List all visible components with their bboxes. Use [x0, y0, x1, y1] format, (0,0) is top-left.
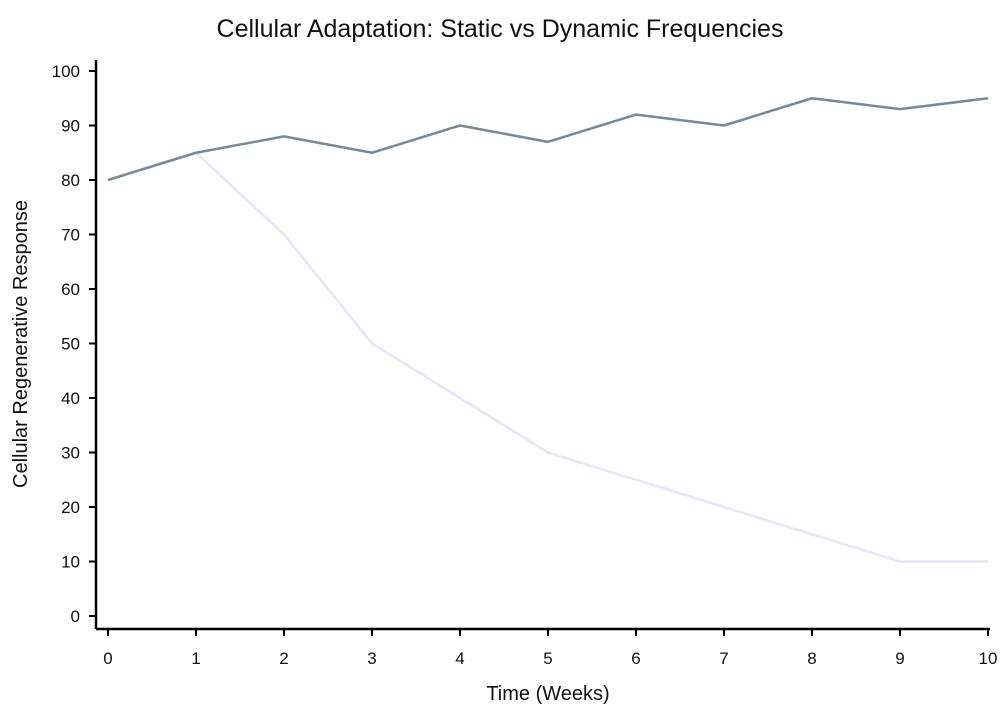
y-tick-label: 50 — [61, 335, 80, 354]
y-tick-label: 100 — [52, 62, 80, 81]
y-tick-label: 70 — [61, 226, 80, 245]
y-tick-label: 60 — [61, 280, 80, 299]
series-line-0 — [107, 151, 988, 563]
x-tick-label: 2 — [279, 649, 288, 668]
y-tick-label: 10 — [61, 553, 80, 572]
y-tick-label: 30 — [61, 444, 80, 463]
x-tick-label: 1 — [191, 649, 200, 668]
x-tick-label: 4 — [455, 649, 464, 668]
y-tick-label: 90 — [61, 117, 80, 136]
chart-title: Cellular Adaptation: Static vs Dynamic F… — [217, 15, 784, 43]
x-tick-label: 9 — [895, 649, 904, 668]
y-axis-label: Cellular Regenerative Response — [10, 200, 32, 488]
y-tick-label: 0 — [71, 607, 80, 626]
x-axis-label: Time (Weeks) — [486, 683, 609, 705]
x-tick-label: 5 — [543, 649, 552, 668]
y-tick-label: 20 — [61, 498, 80, 517]
x-tick-label: 8 — [807, 649, 816, 668]
x-tick-label: 3 — [367, 649, 376, 668]
y-tick-label: 80 — [61, 171, 80, 190]
x-tick-label: 10 — [979, 649, 998, 668]
x-tick-label: 7 — [719, 649, 728, 668]
series-line-1 — [107, 97, 989, 182]
x-tick-label: 6 — [631, 649, 640, 668]
y-tick-label: 40 — [61, 389, 80, 408]
x-tick-label: 0 — [103, 649, 112, 668]
